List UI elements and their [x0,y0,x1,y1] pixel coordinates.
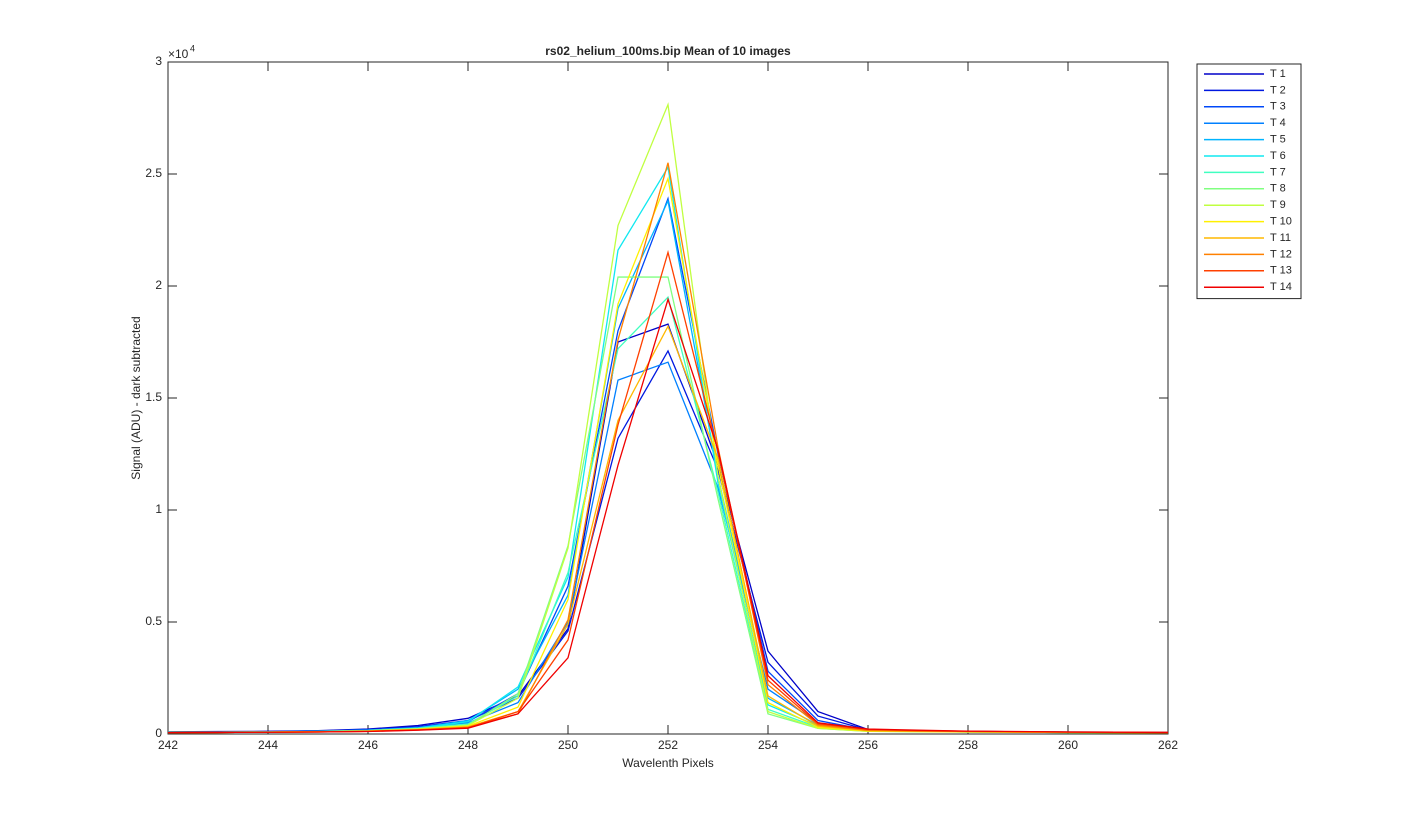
y-multiplier: ×10 [168,47,189,61]
y-tick-label: 0.5 [145,614,162,628]
legend-label: T 13 [1270,265,1292,277]
y-tick-label: 1 [155,502,162,516]
legend-label: T 6 [1270,150,1286,162]
y-tick-label: 2.5 [145,166,162,180]
series-line [167,297,1169,734]
legend-label: T 14 [1270,281,1292,293]
x-tick-label: 250 [558,738,578,752]
legend-box [1196,63,1302,300]
plot-frame [167,61,1169,735]
legend-label: T 1 [1270,68,1286,80]
legend-label: T 4 [1270,117,1286,129]
legend-label: T 12 [1270,248,1292,260]
x-tick-label: 242 [158,738,178,752]
y-multiplier-exponent: 4 [190,43,195,53]
x-tick-label: 260 [1058,738,1078,752]
legend-label: T 10 [1270,216,1292,228]
y-axis-label: Signal (ADU) - dark subtracted [129,316,143,479]
x-tick-label: 254 [758,738,778,752]
x-tick-label: 262 [1158,738,1178,752]
x-tick-label: 246 [358,738,378,752]
y-tick-label: 1.5 [145,390,162,404]
y-tick-label: 3 [155,54,162,68]
legend-label: T 3 [1270,101,1286,113]
x-axis-label: Wavelenth Pixels [622,756,714,770]
x-tick-label: 248 [458,738,478,752]
x-tick-label: 244 [258,738,278,752]
legend-label: T 7 [1270,166,1286,178]
y-tick-label: 0 [155,726,162,740]
chart-title: rs02_helium_100ms.bip Mean of 10 images [545,44,791,58]
legend-label: T 5 [1270,134,1286,146]
legend-label: T 8 [1270,183,1286,195]
legend-label: T 9 [1270,199,1286,211]
x-tick-label: 258 [958,738,978,752]
y-tick-label: 2 [155,278,162,292]
legend-label: T 2 [1270,84,1286,96]
legend-label: T 11 [1270,232,1291,244]
x-tick-label: 256 [858,738,878,752]
x-tick-label: 252 [658,738,678,752]
